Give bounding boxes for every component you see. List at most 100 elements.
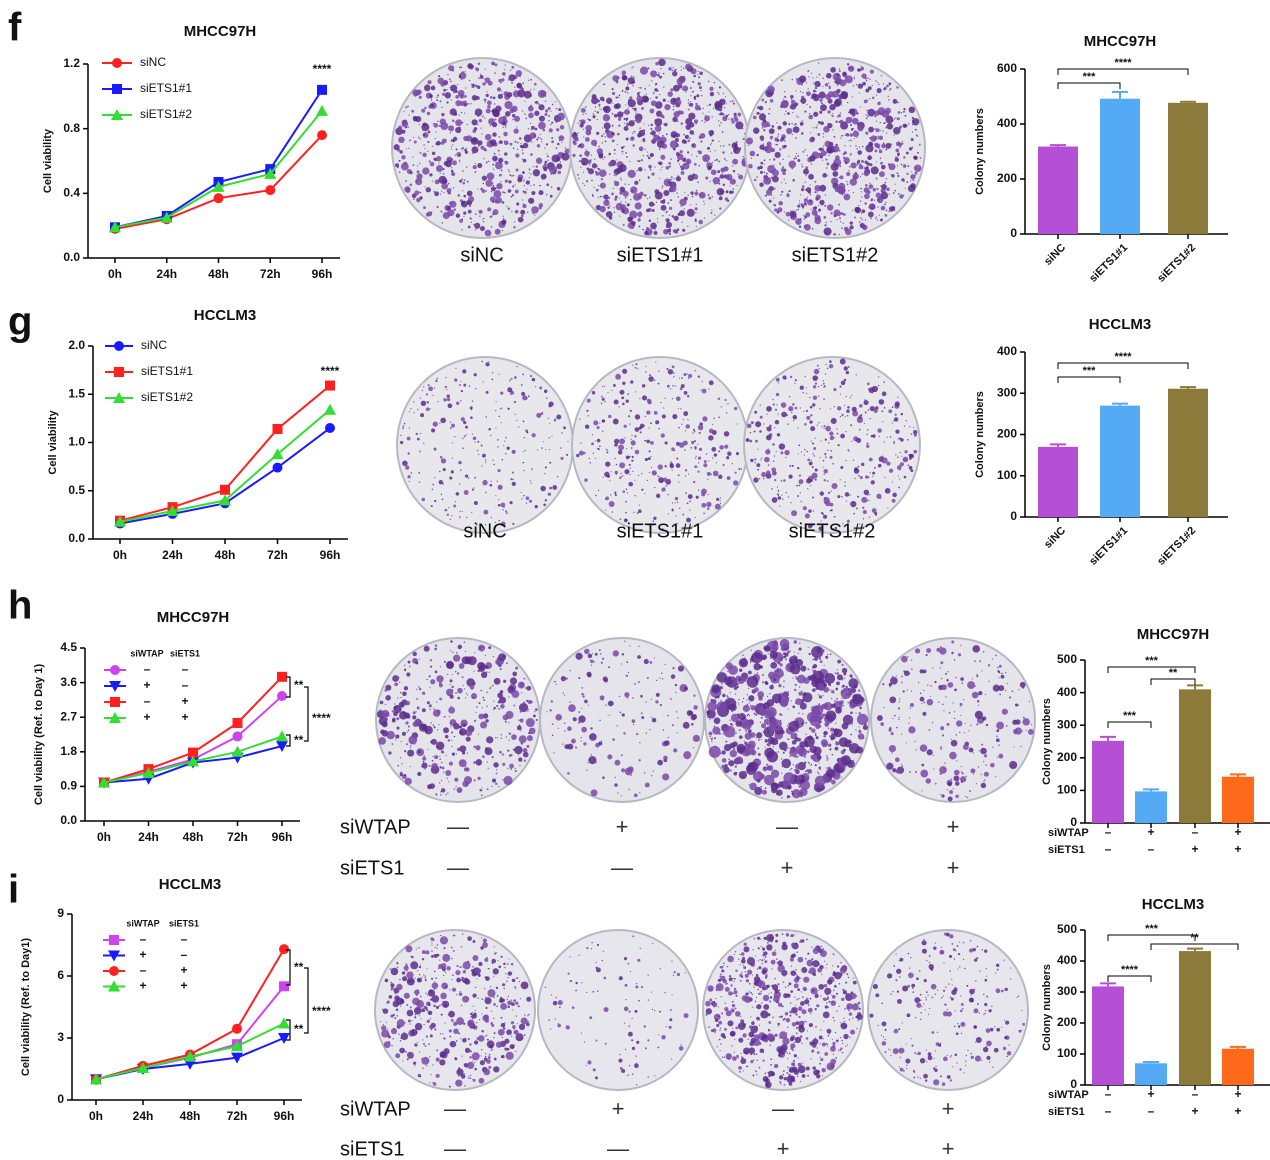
colony [403,750,407,753]
colony [634,494,636,497]
colony [818,422,820,424]
colony [616,143,618,146]
colony [421,108,426,113]
colony [473,670,475,672]
colony [840,433,845,439]
colony [396,683,399,685]
colony [845,228,852,236]
colony [604,400,606,403]
colony [453,187,455,189]
colony [755,713,758,716]
colony [441,138,447,144]
colony [586,180,589,183]
colony [514,115,521,122]
colony [933,768,935,770]
colony [598,185,600,187]
colony [719,174,725,179]
colony [685,124,692,130]
colony [644,772,646,774]
colony [600,98,603,100]
colony [429,408,431,410]
colony [589,659,591,661]
colony [750,157,752,160]
colony [393,706,397,710]
colony [622,475,624,477]
colony [800,132,804,135]
colony [724,107,726,109]
colony [403,111,405,113]
colony [481,787,483,789]
colony [612,418,619,425]
colony [802,101,805,104]
colony [434,476,436,479]
colony [661,678,664,680]
colony [655,692,660,697]
colony [618,406,620,408]
colony [700,389,702,391]
colony [822,713,826,717]
colony [836,77,842,82]
colony [437,729,439,731]
colony [818,208,822,212]
colony [528,197,535,204]
colony [680,171,685,175]
colony [483,98,487,102]
colony [661,187,663,189]
colony [815,736,819,740]
colony [418,95,422,99]
colony [418,658,420,660]
colony [598,145,600,148]
colony [805,387,808,389]
colony [992,746,994,748]
colony [803,224,808,229]
colony [851,225,854,228]
colony [763,423,765,425]
colony [886,461,891,466]
colony [432,724,435,727]
colony [678,377,681,379]
plate-dish [396,356,574,534]
colony [487,666,490,668]
colony [832,115,834,117]
colony [865,79,868,82]
colony [917,681,920,684]
colony [504,127,507,129]
colony [687,174,695,182]
colony [470,137,479,145]
colony [557,727,560,729]
colony [728,402,730,405]
colony [802,713,804,715]
colony [528,168,531,171]
colony [781,79,783,81]
colony [830,734,836,740]
colony [385,695,391,701]
colony [648,164,652,169]
colony [763,159,766,162]
colony [509,142,513,146]
colony [622,190,629,197]
colony [730,676,735,681]
colony [532,133,537,138]
colony [673,111,680,118]
colony [408,427,411,429]
colony [502,191,505,194]
colony [791,412,793,414]
colony [528,727,536,735]
colony [839,79,847,87]
colony [674,134,676,137]
colony [476,760,478,762]
colony [982,651,985,653]
colony [462,147,464,150]
colony [677,474,680,477]
colony [612,75,619,82]
colony [537,136,540,139]
colony [697,181,700,184]
colony [686,502,689,505]
colony [745,438,750,442]
colony [423,206,426,210]
colony [497,439,499,441]
colony [549,194,553,198]
colony [729,185,731,187]
colony [839,700,844,705]
plate-dish [539,637,705,803]
